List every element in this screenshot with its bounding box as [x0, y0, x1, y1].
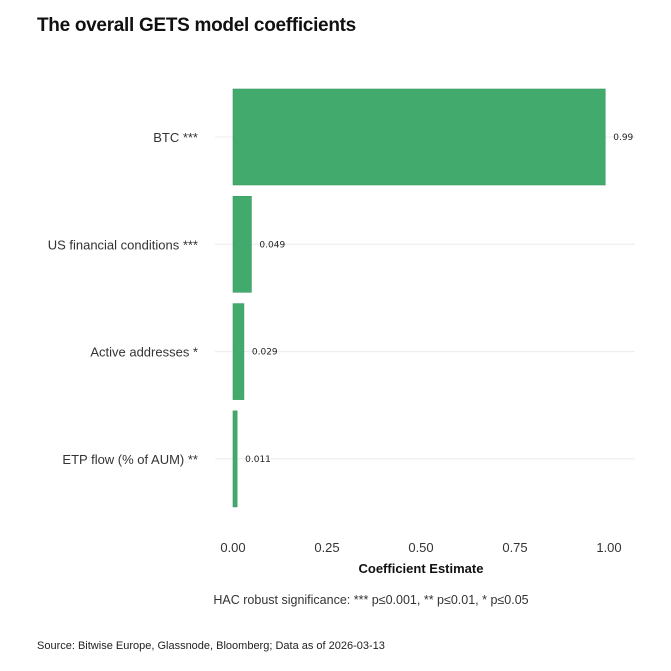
- x-tick-label: 0.50: [408, 540, 433, 555]
- data-label: 0.049: [259, 240, 285, 250]
- chart-title: The overall GETS model coefficients: [37, 15, 356, 36]
- category-label: BTC ***: [153, 130, 198, 145]
- bar: [232, 196, 252, 293]
- significance-note: HAC robust significance: *** p≤0.001, **…: [213, 593, 528, 607]
- category-label: Active addresses *: [90, 345, 198, 360]
- bar: [232, 303, 245, 400]
- bar: [232, 88, 606, 186]
- x-tick-label: 1.00: [596, 540, 621, 555]
- source-note: Source: Bitwise Europe, Glassnode, Bloom…: [37, 640, 385, 652]
- x-tick-label: 0.25: [314, 540, 339, 555]
- category-label: US financial conditions ***: [48, 237, 198, 252]
- x-tick-label: 0.00: [220, 540, 245, 555]
- category-label: ETP flow (% of AUM) **: [62, 452, 198, 467]
- data-label: 0.029: [252, 348, 278, 358]
- data-label: 0.011: [245, 455, 271, 465]
- data-label: 0.99: [613, 133, 633, 143]
- x-tick-label: 0.75: [502, 540, 527, 555]
- x-axis-label: Coefficient Estimate: [359, 561, 484, 576]
- bar: [232, 410, 238, 508]
